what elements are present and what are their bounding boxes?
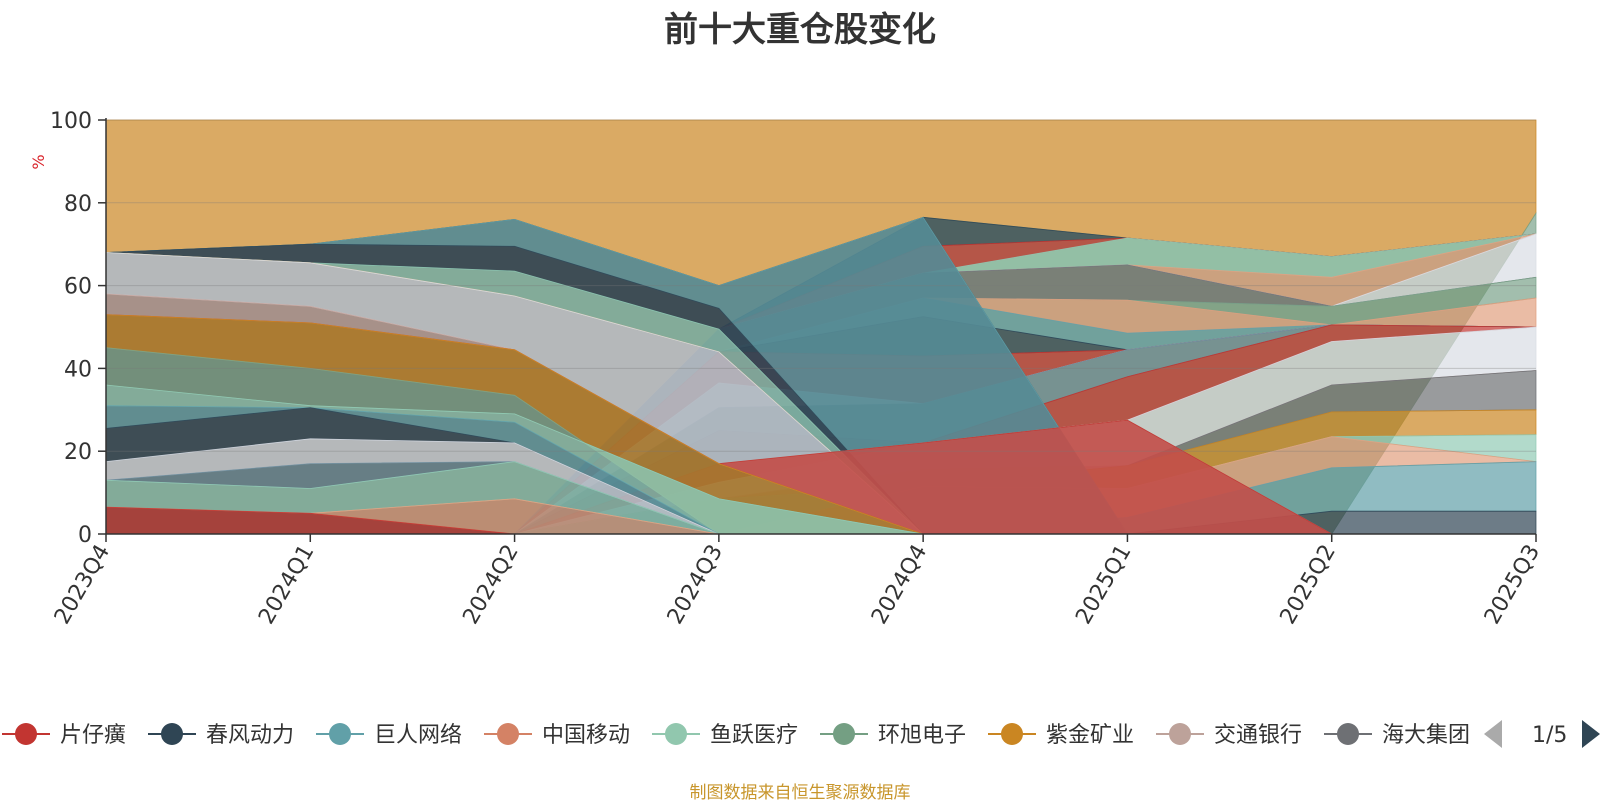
legend-marker [161,723,183,745]
legend-item[interactable]: 春风动力 [206,723,294,748]
legend-pager: 1/5 [1484,720,1600,748]
legend-item[interactable]: 紫金矿业 [1046,723,1134,748]
legend: 片仔癀 春风动力 巨人网络 中国移动 鱼跃医疗 环旭电子 紫金矿业 交通银行 海大集团 [2,723,1470,748]
legend-next-icon[interactable] [1582,720,1600,748]
legend-marker [497,723,519,745]
y-tick-label: 80 [64,192,92,217]
legend-marker [1001,723,1023,745]
legend-marker [1169,723,1191,745]
x-tick-label: 2023Q4 [50,541,115,629]
legend-page-indicator: 1/5 [1532,723,1567,748]
legend-marker [833,723,855,745]
x-tick-label: 2025Q2 [1276,541,1341,629]
chart-title: 前十大重仓股变化 [664,10,936,50]
y-tick-label: 60 [64,275,92,300]
legend-marker [15,723,37,745]
legend-marker [665,723,687,745]
x-tick-label: 2024Q3 [663,541,728,629]
x-tick-label: 2025Q3 [1480,541,1545,629]
area-layers [105,119,1537,535]
x-tick-label: 2024Q2 [458,541,523,629]
grid-lines [106,119,1536,452]
source-note: 制图数据来自恒生聚源数据库 [689,783,911,803]
legend-item[interactable]: 鱼跃医疗 [710,723,798,748]
legend-item[interactable]: 中国移动 [542,723,630,748]
y-tick-label: 0 [78,523,92,548]
y-axis-label: % [29,154,48,169]
legend-item[interactable]: 片仔癀 [60,723,126,748]
legend-item[interactable]: 环旭电子 [878,723,966,748]
legend-item[interactable]: 巨人网络 [374,723,462,748]
legend-item[interactable]: 海大集团 [1382,723,1470,748]
legend-marker [1337,723,1359,745]
y-tick-label: 100 [50,109,92,134]
x-tick-label: 2024Q4 [867,541,932,629]
x-tick-label: 2025Q1 [1071,541,1136,629]
y-tick-label: 20 [64,440,92,465]
x-tick-label: 2024Q1 [254,541,319,629]
legend-item[interactable]: 交通银行 [1214,723,1302,748]
legend-prev-icon[interactable] [1484,720,1502,748]
y-tick-label: 40 [64,357,92,382]
legend-marker [329,723,351,745]
